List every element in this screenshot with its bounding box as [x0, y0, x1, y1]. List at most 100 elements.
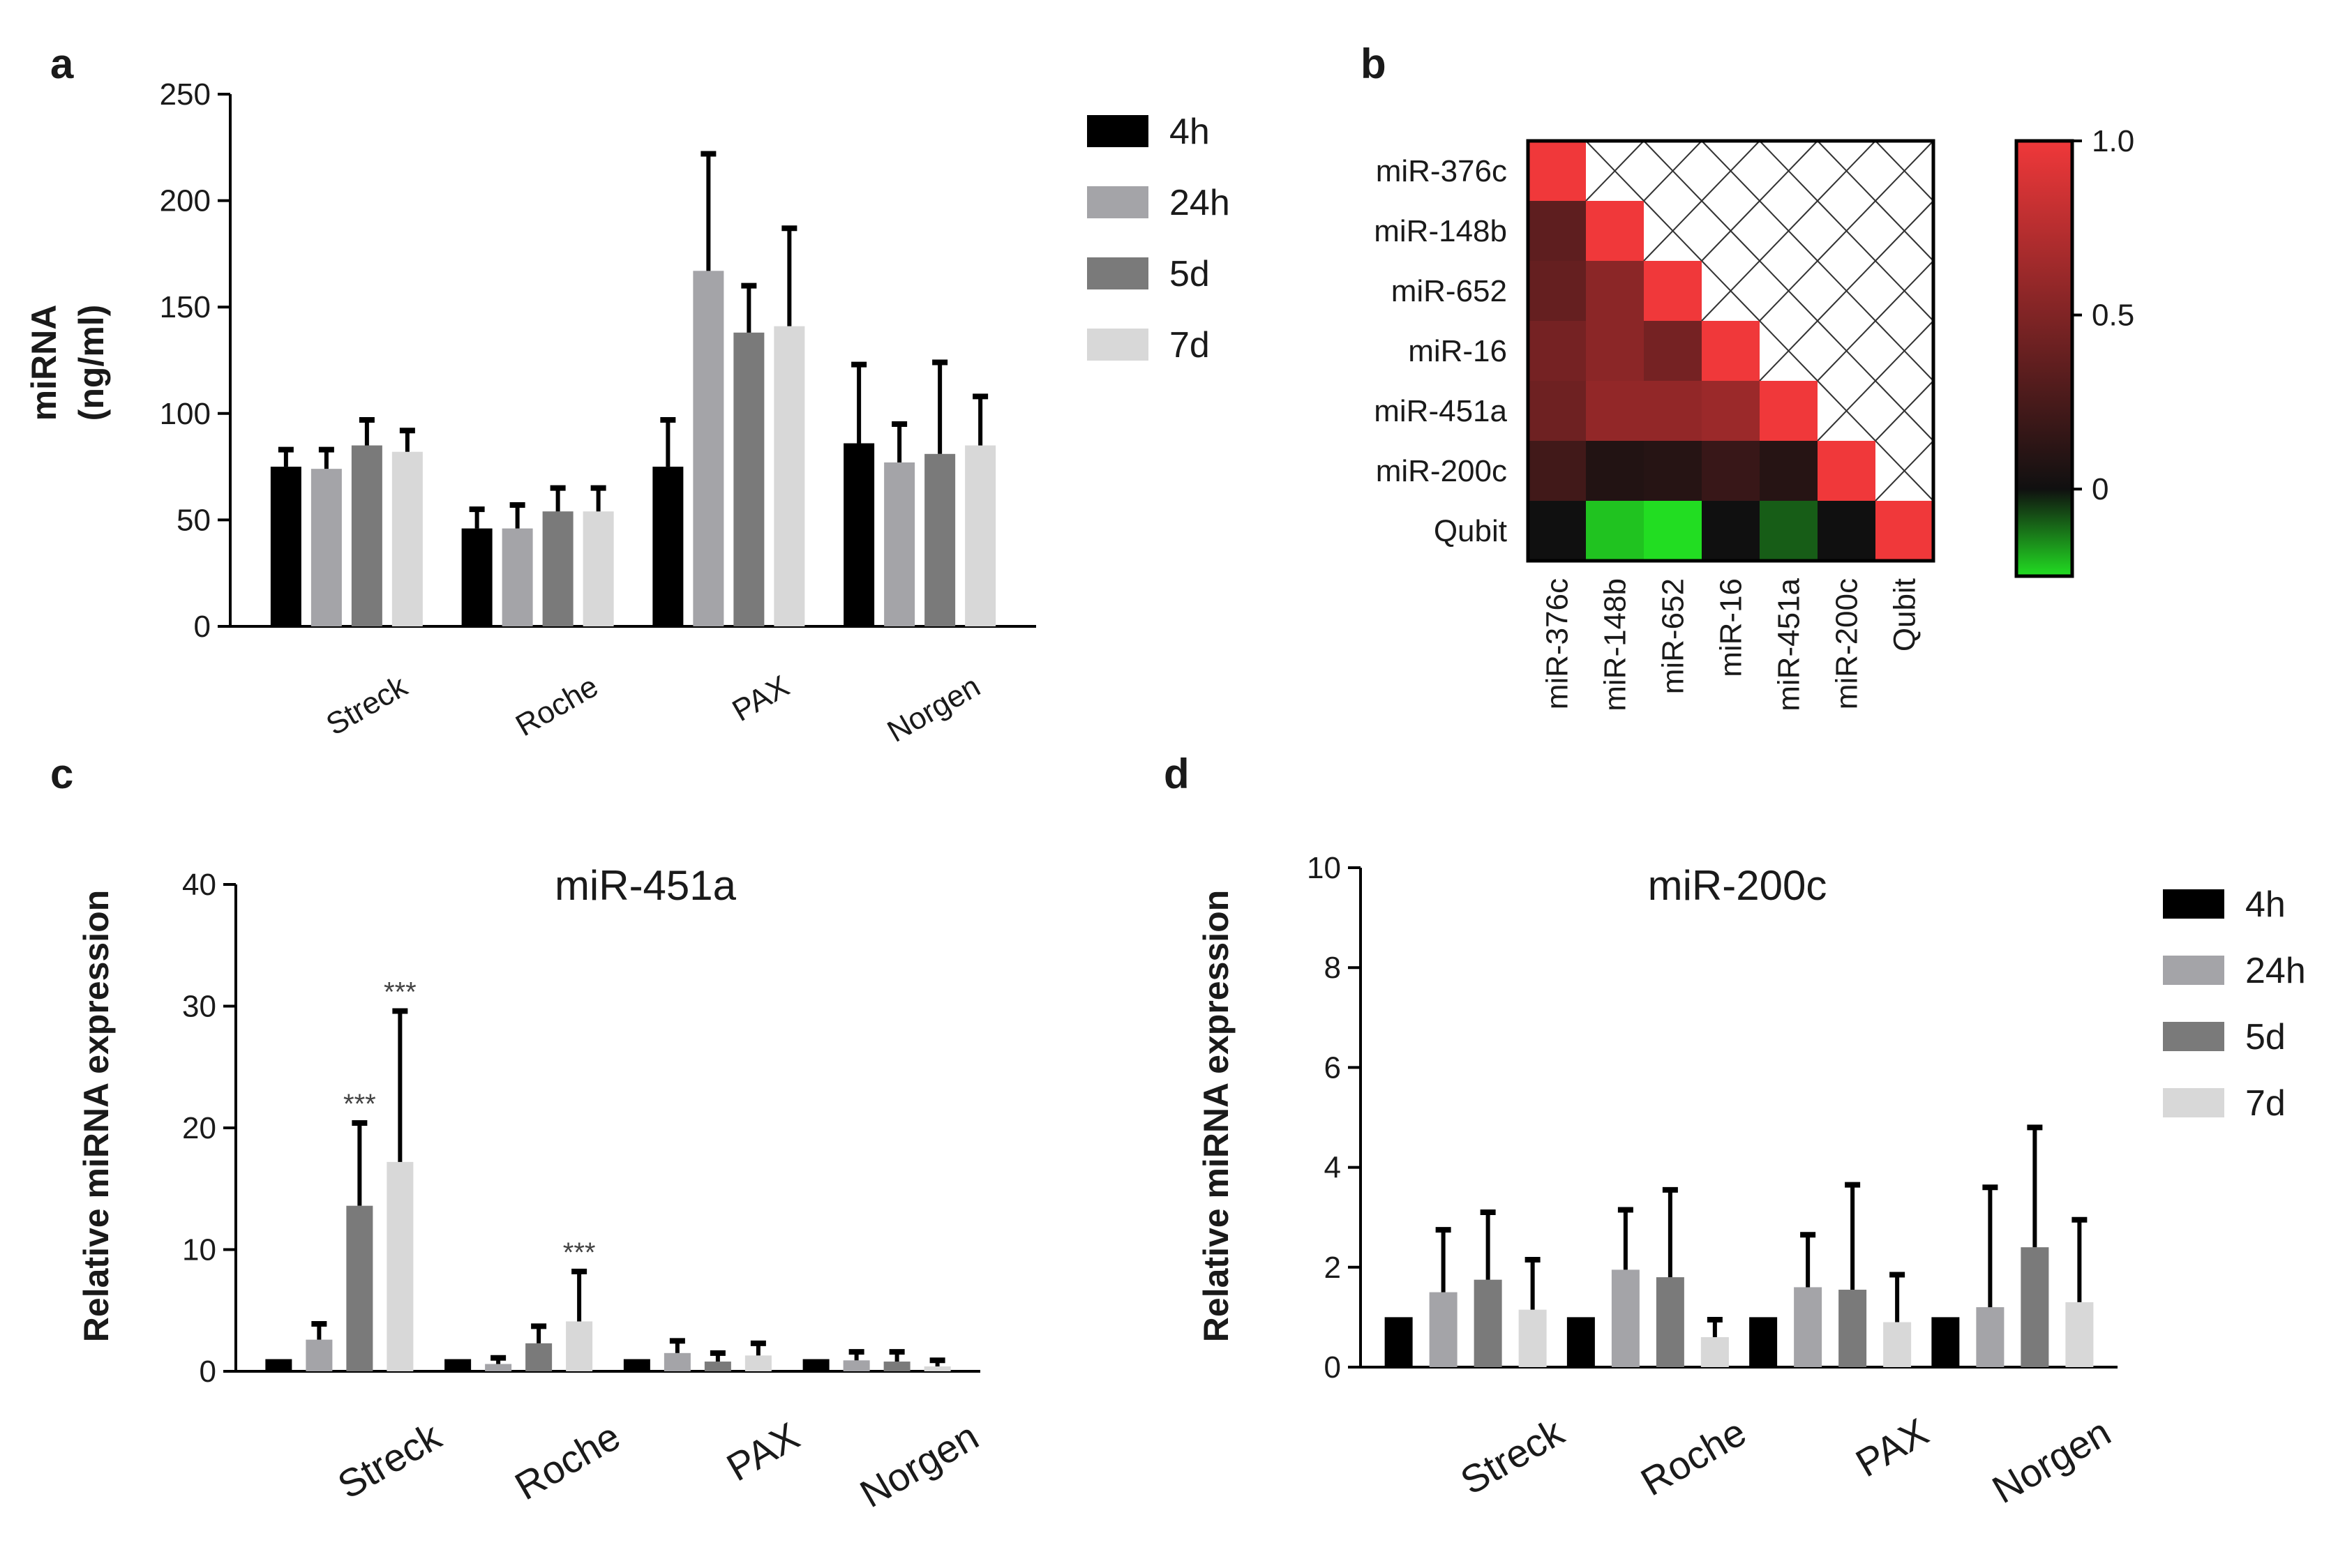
legend-label-4h: 4h [1169, 112, 1210, 152]
heatmap-cell-miR-200c-miR-451a [1760, 441, 1818, 501]
bar-roche-7d [583, 511, 614, 626]
y-tick-label: 30 [182, 990, 216, 1024]
heatmap-cell-miR-16-miR-148b [1586, 321, 1644, 381]
heatmap-cross [1701, 260, 1760, 322]
x-category-label: Norgen [853, 1414, 986, 1516]
bar-streck-7d [1518, 1309, 1547, 1367]
legend-label-4h: 4h [2245, 884, 2286, 925]
heatmap-col-label: miR-652 [1656, 578, 1691, 694]
bar-norgen-24h [884, 462, 915, 626]
bar-streck-5d [346, 1205, 373, 1371]
bar-norgen-5d [883, 1362, 911, 1371]
y-tick-label: 50 [177, 503, 211, 537]
panel-d-chart: miR-200c Relative miRNA expression 0 2 4 6 8… [1197, 851, 2306, 1512]
y-tick-label: 150 [160, 290, 211, 324]
y-tick-label: 10 [182, 1233, 216, 1267]
bar-pax-5d [704, 1362, 731, 1371]
y-tick-label: 4 [1324, 1151, 1341, 1185]
y-tick-label: 200 [160, 184, 211, 218]
bar-norgen-24h [1976, 1307, 2005, 1367]
heatmap-cross [1817, 380, 1876, 442]
heatmap-col-label: miR-376c [1541, 578, 1575, 709]
heatmap-cell-Qubit-Qubit [1875, 501, 1933, 561]
bar-roche-24h [485, 1364, 512, 1371]
heatmap-cross [1759, 260, 1818, 322]
x-category-label: Streck [320, 669, 413, 742]
heatmap-frame [1526, 139, 1935, 563]
heatmap-cell-miR-16-miR-376c [1528, 321, 1586, 381]
heatmap-cross [1875, 380, 1934, 442]
bar-norgen-4h [802, 1359, 830, 1371]
heatmap-cross [1759, 200, 1818, 262]
y-tick-label: 2 [1324, 1251, 1341, 1285]
bar-streck-5d [351, 445, 382, 626]
bar-streck-24h [310, 469, 342, 626]
x-category-label: PAX [726, 669, 795, 728]
significance-marker: *** [384, 977, 417, 1007]
heatmap-col-label: miR-200c [1830, 578, 1864, 709]
bar-roche-4h [461, 528, 493, 626]
heatmap-cross [1817, 260, 1876, 322]
bar-pax-5d [733, 332, 765, 626]
bar-roche-4h [444, 1359, 472, 1371]
panel-b-heatmap: miR-376c miR-148b miR-652 miR-16 miR-451a miR… [1374, 124, 2134, 711]
bar-pax-24h [693, 271, 724, 626]
panel-c-title: miR-451a [555, 862, 737, 909]
heatmap-cell-miR-451a-miR-376c [1528, 381, 1586, 441]
bar-pax-4h [623, 1359, 650, 1371]
y-tick-label: 20 [182, 1111, 216, 1145]
legend-swatch-7d [2163, 1088, 2224, 1117]
bar-streck-5d [1474, 1279, 1502, 1367]
legend-swatch-7d [1087, 329, 1148, 361]
y-tick-label: 100 [160, 397, 211, 431]
bar-streck-7d [391, 451, 423, 626]
heatmap-cell-miR-451a-miR-16 [1702, 381, 1760, 441]
x-category-label: Streck [330, 1413, 449, 1507]
heatmap-row-label: Qubit [1434, 514, 1507, 548]
legend-swatch-4h [1087, 115, 1148, 147]
bar-streck-4h [265, 1359, 292, 1371]
panel-letter-a: a [50, 40, 74, 87]
legend-swatch-5d [1087, 257, 1148, 289]
panel-d-title: miR-200c [1648, 862, 1827, 909]
bar-streck-4h [270, 467, 301, 626]
heatmap-cross [1759, 320, 1818, 382]
legend-label-7d: 7d [1169, 325, 1210, 365]
heatmap-cell-miR-200c-miR-148b [1586, 441, 1644, 501]
bar-pax-4h [1749, 1317, 1778, 1367]
heatmap-row-label: miR-16 [1408, 334, 1507, 368]
legend-swatch-24h [2163, 956, 2224, 985]
bar-pax-4h [652, 467, 684, 626]
bar-streck-7d [387, 1161, 414, 1371]
bar-norgen-4h [1931, 1317, 1960, 1367]
legend-swatch-24h [1087, 186, 1148, 218]
panel-letter-c: c [50, 751, 73, 797]
heatmap-col-label: miR-451a [1772, 578, 1806, 711]
bar-streck-24h [1429, 1292, 1458, 1367]
bar-norgen-7d [2065, 1302, 2094, 1367]
legend-label-7d: 7d [2245, 1083, 2286, 1124]
colorbar-tick-label: 0 [2092, 472, 2108, 506]
bar-norgen-5d [2021, 1247, 2049, 1367]
heatmap-cross [1875, 200, 1934, 262]
heatmap-row-label: miR-652 [1391, 274, 1507, 308]
heatmap-cell-miR-148b-miR-148b [1586, 201, 1644, 261]
bar-norgen-24h [843, 1360, 870, 1371]
bar-roche-5d [542, 511, 574, 626]
x-category-label: PAX [719, 1414, 807, 1490]
heatmap-cell-miR-200c-miR-376c [1528, 441, 1586, 501]
colorbar-tick-label: 1.0 [2092, 124, 2134, 158]
heatmap-row-label: miR-200c [1376, 454, 1507, 488]
bar-pax-5d [1838, 1290, 1867, 1367]
x-category-label: Norgen [1985, 1410, 2118, 1512]
bar-roche-7d [1700, 1337, 1729, 1367]
heatmap-cell-miR-451a-miR-451a [1760, 381, 1818, 441]
heatmap-cross [1643, 140, 1702, 202]
colorbar [2014, 139, 2074, 578]
bar-roche-24h [1611, 1269, 1640, 1367]
legend-swatch-5d [2163, 1022, 2224, 1051]
x-category-label: Norgen [882, 669, 986, 749]
panel-c-chart: miR-451a Relative miRNA expression 0 10 20… [77, 862, 986, 1516]
heatmap-cross [1875, 140, 1934, 202]
